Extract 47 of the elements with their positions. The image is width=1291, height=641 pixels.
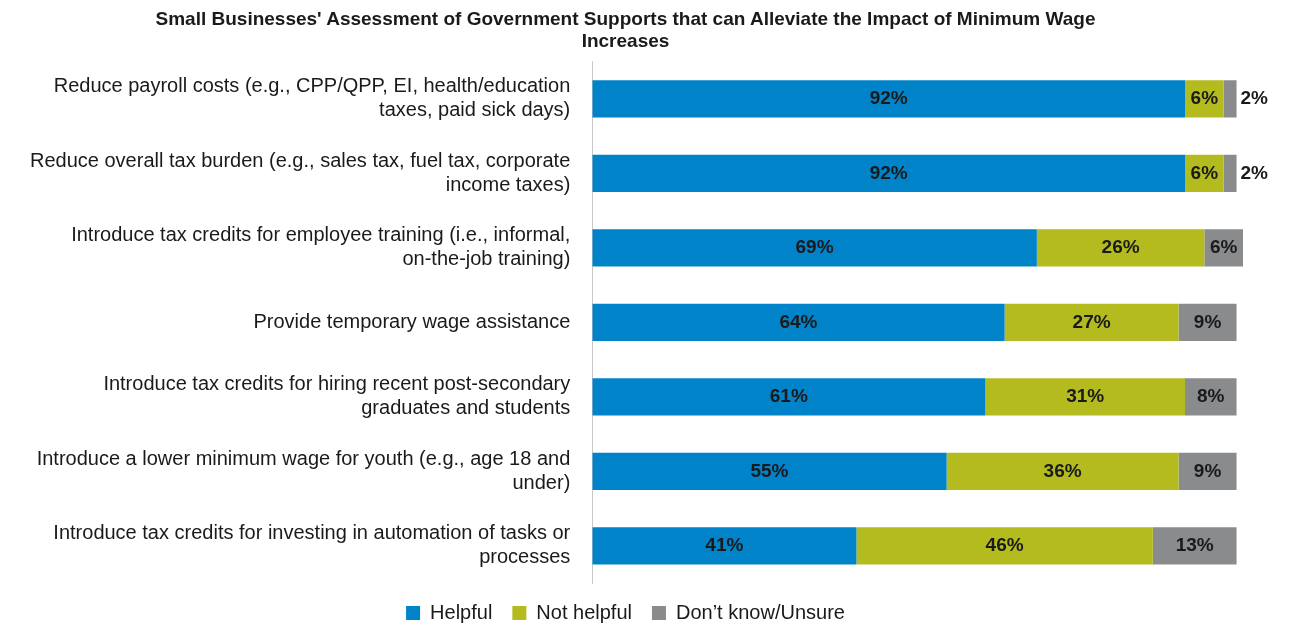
bar bbox=[1223, 154, 1237, 192]
bar bbox=[592, 80, 1186, 118]
data-label: 8% bbox=[1197, 385, 1225, 407]
data-label: 27% bbox=[1072, 310, 1111, 332]
y-tick-label: Introduce tax credits for employee training (i.e., informal, on-the-job training) bbox=[71, 223, 571, 270]
y-tick-label: Reduce overall tax burden (e.g., sales tax, fuel tax, corporate income taxes) bbox=[30, 148, 571, 195]
y-tick-label: Introduce tax credits for hiring recent post-secondary graduates and students bbox=[103, 372, 571, 419]
data-label: 2% bbox=[1240, 161, 1269, 183]
data-label: 92% bbox=[869, 161, 908, 183]
data-label: 55% bbox=[750, 459, 789, 481]
bar bbox=[1036, 229, 1205, 267]
data-label: 69% bbox=[795, 236, 834, 258]
data-label: 61% bbox=[769, 385, 808, 407]
data-label: 46% bbox=[985, 533, 1024, 555]
data-label: 41% bbox=[705, 533, 744, 555]
bar bbox=[592, 527, 857, 565]
y-tick-label: Provide temporary wage assistance bbox=[253, 309, 571, 332]
bar bbox=[592, 452, 947, 490]
legend-label: Helpful bbox=[430, 600, 493, 623]
y-tick-label: Introduce tax credits for investing in automation of tasks or processes bbox=[53, 521, 571, 568]
data-label: 9% bbox=[1193, 310, 1222, 332]
bar bbox=[985, 378, 1186, 416]
data-label: 92% bbox=[869, 87, 908, 109]
data-label: 6% bbox=[1209, 236, 1238, 258]
data-label: 64% bbox=[779, 310, 818, 332]
bar bbox=[592, 378, 986, 416]
chart-title: Small Businesses' Assessment of Government Supports that can Alleviate the Impact of Minimum Wage Increases bbox=[155, 7, 1096, 52]
legend-label: Don’t know/Unsure bbox=[675, 600, 845, 623]
data-label: 13% bbox=[1175, 533, 1214, 555]
bar bbox=[592, 154, 1186, 192]
bar bbox=[592, 303, 1005, 341]
data-label: 2% bbox=[1240, 87, 1269, 109]
bar bbox=[1223, 80, 1237, 118]
data-label: 36% bbox=[1043, 459, 1082, 481]
y-tick-label: Reduce payroll costs (e.g., CPP/QPP, EI, health/education taxes, paid sick days) bbox=[53, 74, 571, 121]
data-label: 6% bbox=[1190, 161, 1219, 183]
data-label: 6% bbox=[1190, 87, 1219, 109]
bar bbox=[1004, 303, 1179, 341]
bar bbox=[592, 229, 1037, 267]
legend-label: Not helpful bbox=[536, 600, 632, 623]
bar bbox=[1152, 527, 1237, 565]
data-label: 9% bbox=[1193, 459, 1222, 481]
data-label: 31% bbox=[1066, 385, 1105, 407]
bar bbox=[856, 527, 1153, 565]
y-tick-label: Introduce a lower minimum wage for youth (e.g., age 18 and under) bbox=[36, 446, 571, 493]
bar bbox=[946, 452, 1179, 490]
data-label: 26% bbox=[1101, 236, 1140, 258]
